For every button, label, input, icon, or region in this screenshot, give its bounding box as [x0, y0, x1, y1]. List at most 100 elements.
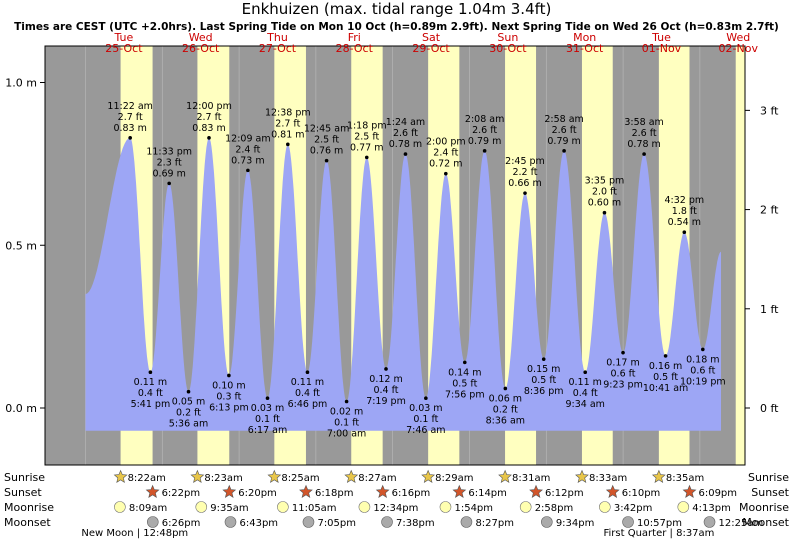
tide-extreme-point — [462, 360, 467, 365]
day-header-dow: Thu — [266, 31, 288, 44]
sunrise-icon — [651, 469, 666, 483]
low-tide-time: 6:46 pm — [288, 399, 328, 410]
moonrise-time: 12:34pm — [373, 503, 418, 514]
daylight-band — [735, 46, 745, 465]
moonrise-time: 3:42pm — [614, 503, 653, 514]
tide-extreme-point — [602, 210, 607, 215]
low-tide-m: 0.05 m — [172, 397, 205, 408]
moonset-icon — [146, 516, 159, 528]
low-tide-time: 6:17 am — [248, 425, 287, 436]
chart-subtitle: Times are CEST (UTC +2.0hrs). Last Sprin… — [14, 21, 779, 33]
tide-curve-area — [85, 137, 721, 431]
high-tide-time: 12:00 pm — [186, 101, 232, 112]
high-tide-ft: 1.8 ft — [672, 206, 697, 217]
tide-extreme-point — [286, 142, 290, 147]
sunrise-time: 8:22am — [128, 473, 166, 484]
row-label-right: Moonset — [742, 516, 789, 529]
sunset-icon — [605, 484, 620, 498]
moonset-time: 9:34pm — [556, 518, 595, 529]
tide-extreme-point — [503, 386, 508, 391]
sunset-icon — [299, 484, 313, 498]
high-tide-time: 2:45 pm — [505, 156, 545, 167]
sunset-time: 6:12pm — [545, 488, 584, 499]
moonset-icon — [460, 516, 473, 528]
tide-extreme-point — [701, 347, 705, 352]
low-tide-m: 0.11 m — [134, 377, 167, 388]
sunset-icon — [222, 484, 237, 498]
day-header-date: 25-Oct — [105, 42, 143, 55]
low-tide-ft: 0.5 ft — [653, 372, 678, 383]
moonrise-time: 9:35am — [210, 503, 248, 514]
sunrise-time: 8:27am — [358, 473, 396, 484]
low-tide-time: 7:19 pm — [366, 396, 406, 407]
sunrise-icon — [267, 469, 282, 483]
low-tide-time: 7:46 am — [406, 425, 445, 436]
sunrise-time: 8:33am — [589, 473, 627, 484]
tide-extreme-point — [541, 357, 546, 361]
low-tide-m: 0.12 m — [369, 374, 402, 385]
high-tide-ft: 2.7 ft — [275, 118, 300, 129]
high-tide-ft: 2.5 ft — [354, 131, 379, 142]
tide-extreme-point — [642, 152, 646, 156]
moonset-time: 8:27pm — [475, 518, 514, 529]
sunrise-icon — [498, 469, 512, 483]
moonrise-time: 4:13pm — [692, 503, 731, 514]
sunset-icon — [375, 484, 390, 498]
high-tide-m: 0.79 m — [468, 136, 501, 147]
low-tide-ft: 0.4 ft — [295, 388, 320, 399]
low-tide-m: 0.02 m — [330, 406, 363, 417]
low-tide-time: 9:23 pm — [603, 380, 643, 391]
tide-extreme-point — [562, 149, 566, 153]
tide-extreme-point — [148, 370, 153, 374]
low-tide-m: 0.17 m — [606, 358, 639, 369]
sunrise-time: 8:31am — [512, 473, 550, 484]
sunset-icon — [452, 484, 467, 498]
low-tide-ft: 0.2 ft — [493, 404, 518, 415]
row-label-right: Sunrise — [748, 471, 789, 484]
high-tide-ft: 2.7 ft — [196, 112, 221, 123]
moonset-icon — [381, 516, 393, 528]
tide-extreme-point — [364, 155, 369, 160]
high-tide-ft: 2.4 ft — [433, 148, 458, 159]
moonset-time: 10:57pm — [637, 518, 682, 529]
high-tide-m: 0.73 m — [231, 155, 264, 166]
high-tide-ft: 2.3 ft — [157, 157, 182, 168]
row-label-left: Sunset — [4, 486, 42, 499]
sunrise-icon — [190, 469, 205, 483]
high-tide-time: 2:58 am — [544, 114, 583, 125]
low-tide-time: 6:13 pm — [209, 402, 249, 413]
low-tide-m: 0.06 m — [489, 393, 522, 404]
moonrise-icon — [358, 501, 371, 513]
moonset-time: 6:26pm — [162, 518, 201, 529]
y-tick-label-ft: 1 ft — [760, 303, 779, 316]
tide-extreme-point — [344, 399, 349, 404]
low-tide-ft: 0.1 ft — [255, 414, 280, 425]
high-tide-time: 1:24 am — [386, 117, 425, 128]
moonset-time: 7:05pm — [317, 518, 356, 529]
day-header-dow: Mon — [573, 31, 596, 44]
low-tide-time: 10:19 pm — [680, 376, 726, 387]
low-tide-ft: 0.4 ft — [573, 388, 598, 399]
high-tide-ft: 2.4 ft — [235, 144, 260, 155]
high-tide-m: 0.69 m — [152, 168, 185, 179]
moonrise-icon — [277, 501, 289, 513]
low-tide-m: 0.16 m — [649, 361, 682, 372]
low-tide-m: 0.11 m — [568, 377, 601, 388]
low-tide-time: 9:34 am — [565, 399, 604, 410]
high-tide-m: 0.54 m — [668, 217, 701, 228]
sunset-time: 6:14pm — [468, 488, 507, 499]
sunset-time: 6:10pm — [622, 488, 661, 499]
sunset-icon — [529, 484, 543, 498]
high-tide-m: 0.72 m — [429, 159, 462, 170]
low-tide-ft: 0.6 ft — [690, 365, 715, 376]
moonrise-icon — [599, 501, 611, 513]
tide-extreme-point — [305, 370, 310, 374]
high-tide-ft: 2.6 ft — [472, 125, 497, 136]
high-tide-time: 12:45 am — [304, 124, 349, 135]
tide-extreme-point — [663, 354, 668, 358]
tide-extreme-point — [682, 230, 687, 235]
day-header-dow: Wed — [726, 31, 750, 44]
moonrise-time: 8:09am — [129, 503, 167, 514]
high-tide-time: 3:58 am — [624, 117, 663, 128]
